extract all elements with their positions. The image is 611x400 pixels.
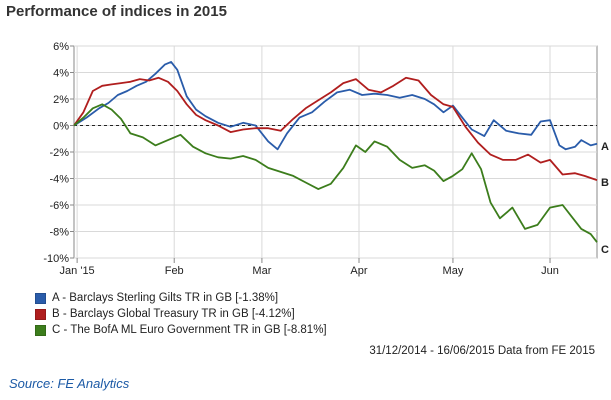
series-line: [73, 103, 598, 243]
x-tick-label: Feb: [165, 265, 184, 277]
legend-label: C - The BofA ML Euro Government TR in GB…: [52, 324, 327, 336]
y-tick-label: 6%: [53, 41, 69, 53]
series-end-labels: A B C: [601, 141, 609, 256]
legend-item[interactable]: C - The BofA ML Euro Government TR in GB…: [35, 322, 327, 338]
x-tick-label: Jan '15: [60, 265, 95, 277]
y-axis: 6% 4% 2% 0% -2% -4% -6% -8% -10%: [43, 41, 74, 265]
y-tick-label: -6%: [49, 200, 69, 212]
date-range-note: 31/12/2014 - 16/06/2015 Data from FE 201…: [369, 345, 595, 357]
series-line: [73, 61, 598, 151]
performance-line-chart: 6% 4% 2% 0% -2% -4% -6% -8% -10% Jan '15 Feb Mar Ap…: [43, 41, 609, 277]
series-lines: [73, 61, 598, 243]
x-tick-label: Jun: [541, 265, 559, 277]
y-tick-label: -2%: [49, 147, 69, 159]
x-tick-label: Mar: [252, 265, 271, 277]
source-credit: Source: FE Analytics: [9, 376, 129, 391]
y-tick-label: -10%: [43, 253, 69, 265]
y-tick-label: 4%: [53, 68, 69, 80]
series-end-label: C: [601, 244, 609, 256]
x-axis: Jan '15 Feb Mar Apr May Jun: [60, 258, 559, 277]
source-label: Source:: [9, 376, 54, 391]
legend: A - Barclays Sterling Gilts TR in GB [-1…: [35, 290, 327, 338]
legend-item[interactable]: A - Barclays Sterling Gilts TR in GB [-1…: [35, 290, 327, 306]
legend-swatch: [35, 308, 46, 320]
y-tick-label: 2%: [53, 94, 69, 106]
series-end-label: B: [601, 177, 609, 189]
x-tick-label: May: [443, 265, 464, 277]
legend-item[interactable]: B - Barclays Global Treasury TR in GB [-…: [35, 306, 327, 322]
series-line: [73, 76, 598, 181]
x-tick-label: Apr: [350, 265, 367, 277]
source-link[interactable]: FE Analytics: [57, 376, 130, 391]
legend-label: B - Barclays Global Treasury TR in GB [-…: [52, 308, 295, 320]
series-end-label: A: [601, 141, 609, 153]
legend-label: A - Barclays Sterling Gilts TR in GB [-1…: [52, 292, 279, 304]
y-tick-label: -8%: [49, 227, 69, 239]
legend-swatch: [35, 292, 46, 304]
legend-swatch: [35, 324, 46, 336]
y-tick-label: 0%: [53, 121, 69, 133]
y-tick-label: -4%: [49, 174, 69, 186]
chart-title: Performance of indices in 2015: [6, 3, 227, 20]
grid-lines: [74, 45, 597, 259]
